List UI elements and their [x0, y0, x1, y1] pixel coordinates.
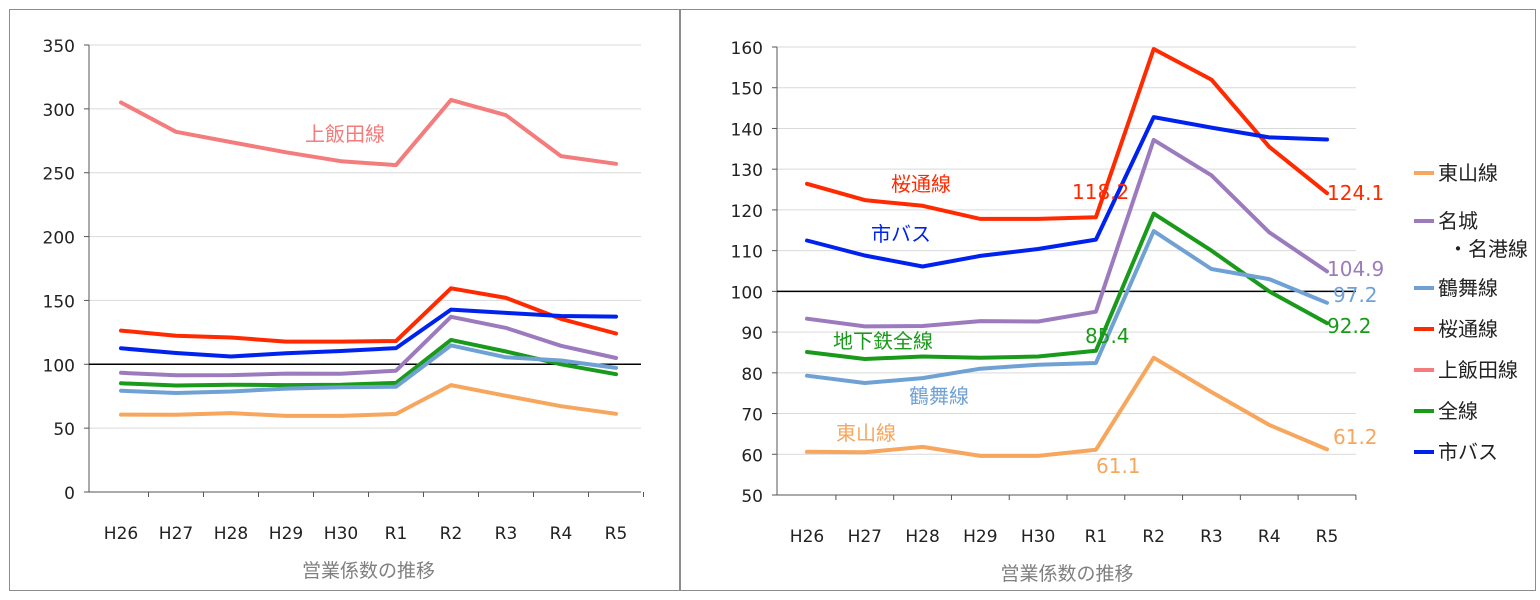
legend-label-市バス: 市バス: [1438, 440, 1498, 464]
y-tick-label-150: 150: [43, 292, 75, 312]
x-tick-label-R3: R3: [495, 524, 518, 544]
y-tick-label-130: 130: [731, 161, 763, 181]
series-line-全線: [119, 337, 618, 388]
annotation-上飯田線: 上飯田線: [305, 122, 385, 146]
annotation-124.1: 124.1: [1327, 181, 1384, 205]
y-tick-label-50: 50: [741, 487, 763, 507]
series-line-上飯田線: [119, 97, 618, 168]
y-tick-label-300: 300: [43, 101, 75, 121]
series-line-名城名港線: [119, 314, 618, 378]
series-line-鶴舞線: [805, 229, 1329, 385]
x-tick-label-R4: R4: [1258, 527, 1281, 547]
x-tick-label-R5: R5: [1316, 527, 1339, 547]
y-tick-label-80: 80: [741, 365, 763, 385]
x-tick-label-R5: R5: [605, 524, 628, 544]
annotation-地下鉄全線: 地下鉄全線: [833, 329, 933, 353]
annotation-61.2: 61.2: [1333, 425, 1378, 449]
x-tick-label-H27: H27: [159, 524, 193, 544]
x-tick-label-H26: H26: [104, 524, 138, 544]
annotation-85.4: 85.4: [1085, 324, 1130, 348]
x-axis-label: 営業係数の推移: [1000, 563, 1133, 585]
x-tick-label-R2: R2: [440, 524, 463, 544]
legend-label-全線: 全線: [1438, 399, 1478, 423]
series-line-名城名港線: [805, 137, 1329, 329]
x-tick-label-H27: H27: [848, 527, 882, 547]
left-chart-panel: 0 50 100 150 200 250 300 350 H26 H27 H28 H29 H30 R1 R2…: [9, 9, 680, 591]
legend-label-桜通線: 桜通線: [1438, 317, 1498, 341]
legend-label-上飯田線: 上飯田線: [1438, 358, 1518, 382]
y-tick-label-140: 140: [731, 120, 763, 140]
y-tick-label-250: 250: [43, 165, 75, 185]
right-line-chart: 50 60 70 80 90 100 110 120 130 140 150 160 H26 H27 H28…: [731, 39, 1528, 585]
annotation-東山線: 東山線: [836, 421, 896, 445]
y-tick-label-110: 110: [731, 243, 763, 263]
x-tick-label-H26: H26: [790, 527, 824, 547]
x-tick-label-H28: H28: [905, 527, 939, 547]
x-tick-label-H29: H29: [269, 524, 303, 544]
right-chart-panel: 50 60 70 80 90 100 110 120 130 140 150 160 H26 H27 H28…: [680, 9, 1536, 591]
annotation-桜通線: 桜通線: [891, 172, 951, 196]
x-tick-label-H28: H28: [214, 524, 248, 544]
x-tick-label-R1: R1: [385, 524, 408, 544]
legend-label-東山線: 東山線: [1438, 161, 1498, 185]
annotation-61.1: 61.1: [1096, 454, 1141, 478]
series-line-市バス: [119, 307, 618, 359]
y-tick-label-100: 100: [43, 356, 75, 376]
x-tick-label-R3: R3: [1200, 527, 1223, 547]
series-line-全線: [805, 211, 1329, 361]
series-line-鶴舞線: [119, 343, 618, 395]
series-line-桜通線: [805, 47, 1329, 221]
series-line-市バス: [805, 115, 1329, 269]
x-axis-label: 営業係数の推移: [302, 560, 435, 582]
legend-label-鶴舞線: 鶴舞線: [1438, 276, 1498, 300]
y-tick-label-60: 60: [741, 446, 763, 466]
y-tick-label-160: 160: [731, 39, 763, 59]
x-tick-label-R4: R4: [550, 524, 573, 544]
x-tick-label-H29: H29: [963, 527, 997, 547]
x-tick-label-H30: H30: [324, 524, 358, 544]
y-tick-label-100: 100: [731, 283, 763, 303]
y-tick-label-200: 200: [43, 229, 75, 249]
y-tick-label-70: 70: [741, 406, 763, 426]
annotation-鶴舞線: 鶴舞線: [909, 384, 969, 408]
series-line-東山線: [805, 355, 1329, 458]
y-tick-label-150: 150: [731, 80, 763, 100]
y-tick-label-350: 350: [43, 37, 75, 57]
y-tick-label-120: 120: [731, 202, 763, 222]
annotation-118.2: 118.2: [1072, 180, 1129, 204]
legend-label-名城: 名城: [1438, 209, 1478, 233]
y-tick-label-50: 50: [53, 420, 75, 440]
legend-label-line2-名港線: ・名港線: [1448, 237, 1528, 261]
y-tick-label-0: 0: [64, 484, 75, 504]
series-line-桜通線: [119, 286, 618, 344]
left-line-chart: 0 50 100 150 200 250 300 350 H26 H27 H28 H29 H30 R1 R2…: [43, 37, 644, 582]
annotation-97.2: 97.2: [1333, 283, 1378, 307]
y-tick-label-90: 90: [741, 324, 763, 344]
x-tick-label-R1: R1: [1085, 527, 1108, 547]
x-tick-label-H30: H30: [1021, 527, 1055, 547]
annotation-市バス: 市バス: [871, 222, 931, 246]
x-tick-label-R2: R2: [1142, 527, 1165, 547]
annotation-104.9: 104.9: [1327, 257, 1384, 281]
annotation-92.2: 92.2: [1327, 314, 1372, 338]
series-line-東山線: [119, 383, 618, 418]
